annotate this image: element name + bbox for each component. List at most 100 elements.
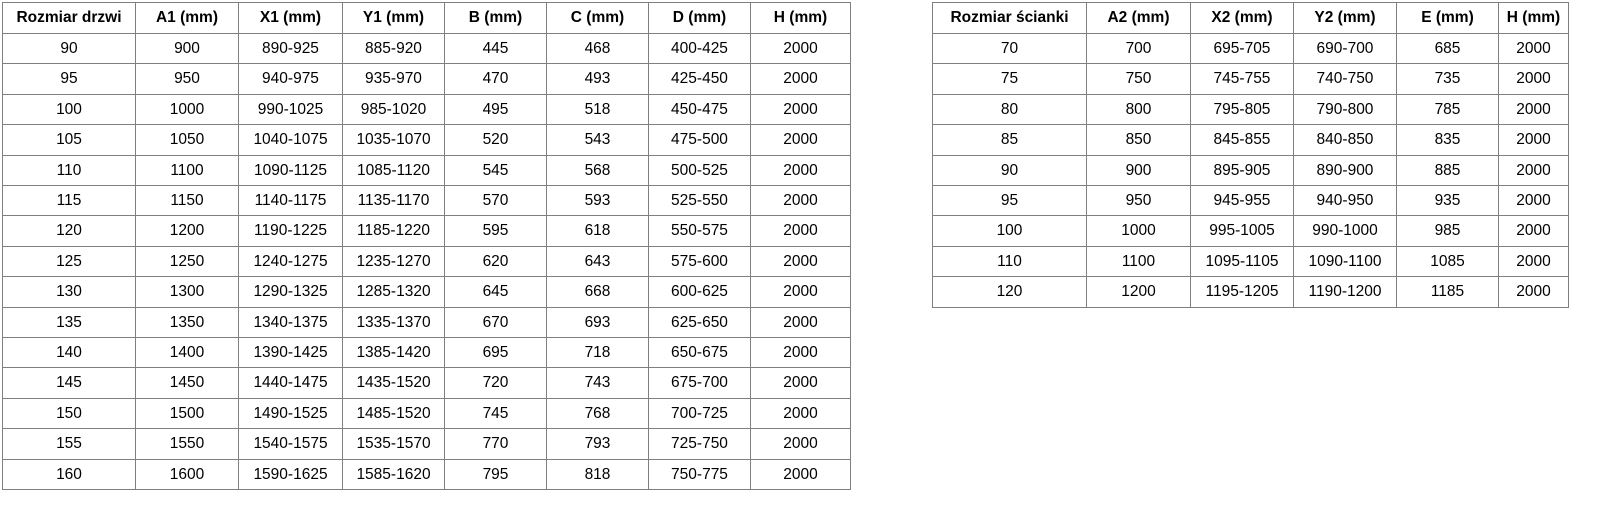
table-row: 125 1250 1240-1275 1235-1270 620 643 575-600 20… bbox=[2, 245, 851, 278]
table-cell: 1590-1625 bbox=[238, 458, 343, 491]
table-cell: 2000 bbox=[1498, 245, 1569, 278]
table-row: 150 1500 1490-1525 1485-1520 745 768 700-725 20… bbox=[2, 397, 851, 430]
table-cell: 1435-1520 bbox=[342, 367, 445, 399]
table-cell: 743 bbox=[546, 367, 649, 399]
table-cell: 595 bbox=[444, 215, 547, 247]
table-cell: 1035-1070 bbox=[342, 124, 445, 156]
table-cell: 1450 bbox=[135, 367, 239, 399]
table-cell: 950 bbox=[1086, 185, 1191, 217]
table-cell: 2000 bbox=[750, 154, 851, 187]
table-cell: 840-850 bbox=[1293, 124, 1397, 156]
table-cell: 475-500 bbox=[648, 124, 751, 156]
table-row: 120 1200 1195-1205 1190-1200 1185 2000 bbox=[932, 276, 1569, 308]
table-cell: 1085 bbox=[1396, 245, 1499, 278]
table-cell: 643 bbox=[546, 245, 649, 278]
table-cell: 900 bbox=[135, 32, 239, 65]
table-row: 80 800 795-805 790-800 785 2000 bbox=[932, 93, 1569, 126]
table-cell: 785 bbox=[1396, 93, 1499, 126]
column-header-rozmiar-drzwi: Rozmiar drzwi bbox=[2, 2, 136, 34]
table-cell: 450-475 bbox=[648, 93, 751, 126]
table-cell: 1185-1220 bbox=[342, 215, 445, 247]
table-cell: 945-955 bbox=[1190, 185, 1294, 217]
column-header-h: H (mm) bbox=[750, 2, 851, 34]
table-cell: 650-675 bbox=[648, 337, 751, 369]
table-cell: 550-575 bbox=[648, 215, 751, 247]
table-cell: 160 bbox=[2, 458, 136, 491]
table-row: 85 850 845-855 840-850 835 2000 bbox=[932, 124, 1569, 156]
table-cell: 495 bbox=[444, 93, 547, 126]
table-cell: 90 bbox=[932, 154, 1087, 187]
table-cell: 1100 bbox=[135, 154, 239, 187]
table-cell: 1195-1205 bbox=[1190, 276, 1294, 308]
table-cell: 445 bbox=[444, 32, 547, 65]
table-cell: 493 bbox=[546, 63, 649, 95]
column-header-e: E (mm) bbox=[1396, 2, 1499, 34]
table-cell: 795 bbox=[444, 458, 547, 491]
table-cell: 1135-1170 bbox=[342, 185, 445, 217]
table-cell: 800 bbox=[1086, 93, 1191, 126]
table-row: 110 1100 1095-1105 1090-1100 1085 2000 bbox=[932, 245, 1569, 278]
table-cell: 2000 bbox=[750, 276, 851, 308]
table-cell: 468 bbox=[546, 32, 649, 65]
table-cell: 1540-1575 bbox=[238, 428, 343, 460]
table-cell: 80 bbox=[932, 93, 1087, 126]
column-header-y2: Y2 (mm) bbox=[1293, 2, 1397, 34]
table-cell: 115 bbox=[2, 185, 136, 217]
table-cell: 1335-1370 bbox=[342, 306, 445, 339]
table-cell: 790-800 bbox=[1293, 93, 1397, 126]
table-cell: 985-1020 bbox=[342, 93, 445, 126]
column-header-a2: A2 (mm) bbox=[1086, 2, 1191, 34]
table-cell: 793 bbox=[546, 428, 649, 460]
table-cell: 125 bbox=[2, 245, 136, 278]
table-cell: 135 bbox=[2, 306, 136, 339]
table-cell: 745-755 bbox=[1190, 63, 1294, 95]
table-cell: 110 bbox=[2, 154, 136, 187]
table-cell: 1085-1120 bbox=[342, 154, 445, 187]
table-row: 130 1300 1290-1325 1285-1320 645 668 600-625 20… bbox=[2, 276, 851, 308]
table-cell: 2000 bbox=[750, 124, 851, 156]
table-cell: 2000 bbox=[1498, 185, 1569, 217]
table-cell: 525-550 bbox=[648, 185, 751, 217]
table-cell: 1100 bbox=[1086, 245, 1191, 278]
table-cell: 750-775 bbox=[648, 458, 751, 491]
table-cell: 740-750 bbox=[1293, 63, 1397, 95]
table-cell: 1090-1125 bbox=[238, 154, 343, 187]
table-cell: 850 bbox=[1086, 124, 1191, 156]
table-cell: 95 bbox=[932, 185, 1087, 217]
table-row: 90 900 890-925 885-920 445 468 400-425 2000 bbox=[2, 32, 851, 65]
table-cell: 500-525 bbox=[648, 154, 751, 187]
column-header-y1: Y1 (mm) bbox=[342, 2, 445, 34]
table-cell: 1190-1225 bbox=[238, 215, 343, 247]
table-cell: 2000 bbox=[750, 337, 851, 369]
table-cell: 400-425 bbox=[648, 32, 751, 65]
table-cell: 735 bbox=[1396, 63, 1499, 95]
table-cell: 940-950 bbox=[1293, 185, 1397, 217]
table-cell: 2000 bbox=[1498, 32, 1569, 65]
table-cell: 695-705 bbox=[1190, 32, 1294, 65]
table-cell: 425-450 bbox=[648, 63, 751, 95]
table-cell: 1285-1320 bbox=[342, 276, 445, 308]
doors-table-container: Rozmiar drzwi A1 (mm) X1 (mm) Y1 (mm) B … bbox=[2, 2, 851, 491]
table-cell: 675-700 bbox=[648, 367, 751, 399]
doors-table-header: Rozmiar drzwi A1 (mm) X1 (mm) Y1 (mm) B … bbox=[2, 2, 851, 34]
table-cell: 900 bbox=[1086, 154, 1191, 187]
table-cell: 2000 bbox=[1498, 276, 1569, 308]
table-cell: 690-700 bbox=[1293, 32, 1397, 65]
table-cell: 890-900 bbox=[1293, 154, 1397, 187]
table-cell: 2000 bbox=[750, 306, 851, 339]
table-cell: 895-905 bbox=[1190, 154, 1294, 187]
table-cell: 2000 bbox=[1498, 215, 1569, 247]
table-cell: 2000 bbox=[750, 215, 851, 247]
table-cell: 1585-1620 bbox=[342, 458, 445, 491]
table-cell: 1600 bbox=[135, 458, 239, 491]
panels-table-container: Rozmiar ścianki A2 (mm) X2 (mm) Y2 (mm) … bbox=[932, 2, 1569, 308]
doors-table-body: 90 900 890-925 885-920 445 468 400-425 2000 95 95… bbox=[2, 32, 851, 491]
table-row: 90 900 895-905 890-900 885 2000 bbox=[932, 154, 1569, 187]
table-cell: 720 bbox=[444, 367, 547, 399]
table-cell: 1535-1570 bbox=[342, 428, 445, 460]
table-row: 100 1000 995-1005 990-1000 985 2000 bbox=[932, 215, 1569, 247]
column-header-a1: A1 (mm) bbox=[135, 2, 239, 34]
table-cell: 2000 bbox=[1498, 154, 1569, 187]
table-cell: 670 bbox=[444, 306, 547, 339]
